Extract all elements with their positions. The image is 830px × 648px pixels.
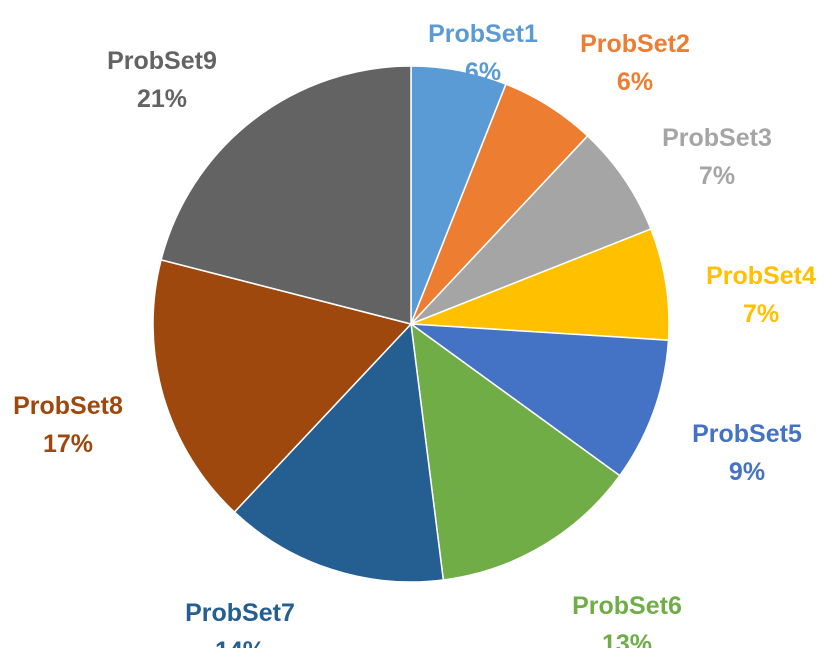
pie-slice-probset3 (410, 134, 652, 325)
slice-label-probset3: ProbSet3 7% (662, 124, 772, 190)
pie-slice-probset6 (410, 322, 621, 581)
slice-percent: 6% (617, 68, 653, 96)
slice-name: ProbSet7 (185, 599, 295, 627)
slice-name: ProbSet8 (13, 392, 123, 420)
slice-name: ProbSet1 (428, 20, 538, 48)
slice-percent: 13% (602, 630, 652, 648)
slice-label-probset9: ProbSet9 21% (107, 47, 217, 113)
slice-label-probset1: ProbSet1 6% (428, 20, 538, 86)
slice-name: ProbSet3 (662, 124, 772, 152)
slice-label-probset7: ProbSet7 14% (185, 599, 295, 648)
slice-name: ProbSet6 (572, 592, 682, 620)
pie-slices (152, 65, 670, 583)
slice-percent: 6% (465, 58, 501, 86)
pie-slice-probset5 (408, 323, 670, 477)
slice-percent: 7% (743, 300, 779, 328)
slice-name: ProbSet9 (107, 47, 217, 75)
slice-percent: 14% (215, 637, 265, 648)
slice-percent: 9% (729, 458, 765, 486)
slice-name: ProbSet2 (580, 30, 690, 58)
slice-label-probset6: ProbSet6 13% (572, 592, 682, 648)
slice-label-probset8: ProbSet8 17% (13, 392, 123, 458)
slice-percent: 17% (43, 430, 93, 458)
slice-percent: 21% (137, 85, 187, 113)
slice-label-probset4: ProbSet4 7% (706, 262, 816, 328)
pie-labels: ProbSet1 6% ProbSet2 6% ProbSet3 7% ProbSet4 7%… (13, 20, 816, 648)
pie-slice-probset4 (410, 228, 670, 341)
slice-label-probset5: ProbSet5 9% (692, 420, 802, 486)
slice-name: ProbSet4 (706, 262, 816, 290)
slice-percent: 7% (699, 162, 735, 190)
pie-slice-probset8 (152, 258, 413, 514)
slice-label-probset2: ProbSet2 6% (580, 30, 690, 96)
pie-slice-probset9 (160, 65, 412, 325)
slice-name: ProbSet5 (692, 420, 802, 448)
pie-slice-probset7 (233, 322, 445, 583)
